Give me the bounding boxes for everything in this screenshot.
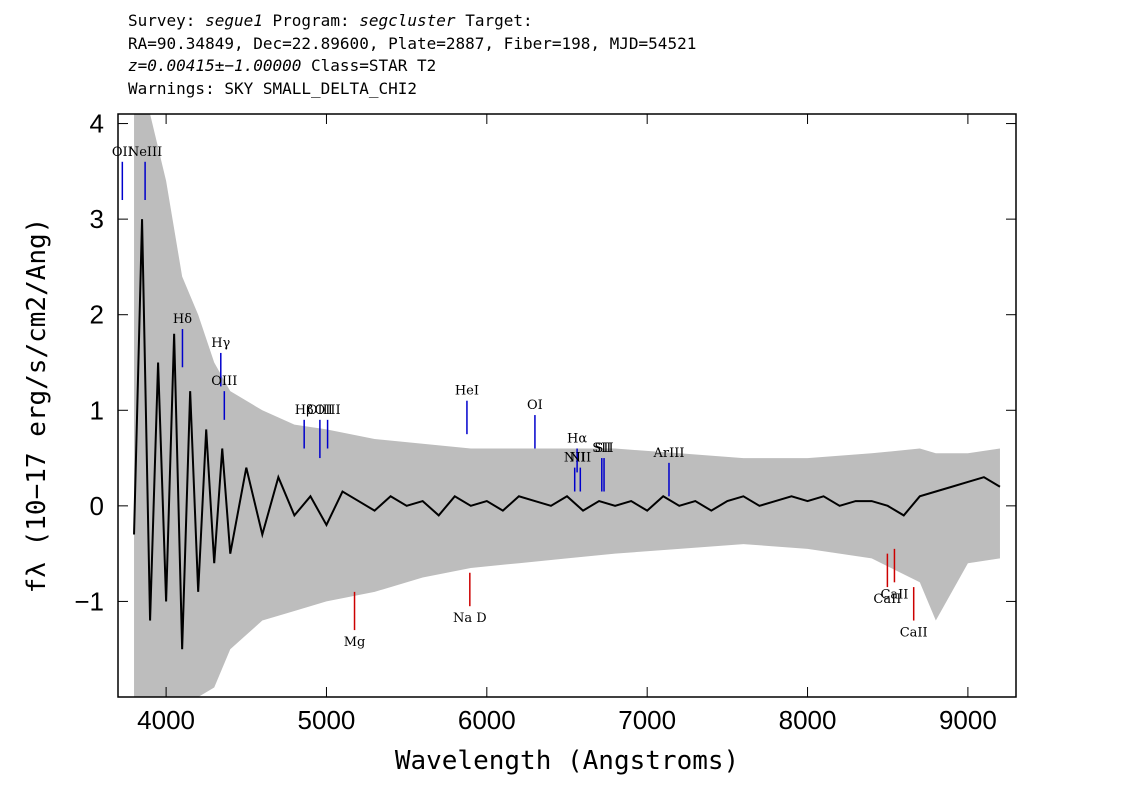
header-line-redshift: z=0.00415±−1.00000 Class=STAR T2 xyxy=(128,56,437,75)
error-band xyxy=(134,114,1000,697)
spectral-line-markers: OIINeIIIHδHγOIIIHβOIIIOIIIHeIOINIIHαNIIS… xyxy=(112,145,928,650)
emission-line-label-10: NII xyxy=(564,451,586,466)
emission-line-label-6: OIII xyxy=(307,403,333,418)
header-line-coordinates: RA=90.34849, Dec=22.89600, Plate=2887, F… xyxy=(128,33,697,53)
flux-line xyxy=(133,219,1001,650)
y-tick-label-2: 1 xyxy=(90,395,104,425)
x-tick-label-0: 4000 xyxy=(137,705,195,735)
emission-line-label-12: NII xyxy=(569,451,591,466)
absorption-line-label-1: Na D xyxy=(453,611,487,626)
emission-line-label-1: NeIII xyxy=(128,145,162,160)
y-tick-label-5: 4 xyxy=(90,109,104,139)
emission-line-label-7: OIII xyxy=(315,403,341,418)
emission-line-label-2: Hδ xyxy=(173,312,192,327)
x-tick-label-2: 6000 xyxy=(458,705,516,735)
y-axis-title: fλ (10−17 erg/s/cm2/Ang) xyxy=(22,218,52,594)
emission-line-label-5: Hβ xyxy=(295,403,314,418)
x-tick-label-5: 9000 xyxy=(939,705,997,735)
plot-frame xyxy=(117,113,1017,698)
absorption-line-label-3: CaII xyxy=(880,587,908,602)
error-band-layer xyxy=(134,114,1000,697)
y-tick-label-4: 3 xyxy=(90,204,104,234)
emission-line-label-13: SII xyxy=(592,441,611,456)
x-tick-label-3: 7000 xyxy=(618,705,676,735)
emission-line-label-15: ArIII xyxy=(652,446,684,461)
x-axis-title: Wavelength (Angstroms) xyxy=(395,746,739,776)
emission-line-label-3: Hγ xyxy=(211,336,230,351)
emission-line-label-11: Hα xyxy=(567,432,587,447)
emission-line-label-4: OIII xyxy=(211,374,237,389)
y-tick-label-0: −1 xyxy=(74,586,104,616)
x-tick-label-1: 5000 xyxy=(298,705,356,735)
spectrum-header: Survey: segue1 Program: segcluster Targe… xyxy=(128,10,696,100)
emission-line-label-0: OII xyxy=(112,145,133,160)
x-tick-label-4: 8000 xyxy=(779,705,837,735)
flux-layer xyxy=(133,219,1001,650)
emission-line-label-8: HeI xyxy=(455,384,479,399)
axis-ticks: 4000 5000 6000 7000 8000 9000 −1 0 1 2 3 4 xyxy=(74,109,1016,735)
emission-line-label-9: OI xyxy=(527,398,543,413)
emission-line-label-14: SII xyxy=(594,441,613,456)
absorption-line-label-2: CaII xyxy=(873,592,901,607)
header-line-warnings: Warnings: SKY SMALL_DELTA_CHI2 xyxy=(128,78,417,98)
y-tick-label-3: 2 xyxy=(90,300,104,330)
absorption-line-label-0: Mg xyxy=(344,635,366,650)
header-line-survey: Survey: segue1 Program: segcluster Targe… xyxy=(128,11,533,30)
absorption-line-label-4: CaII xyxy=(900,626,928,641)
y-tick-label-1: 0 xyxy=(90,491,104,521)
